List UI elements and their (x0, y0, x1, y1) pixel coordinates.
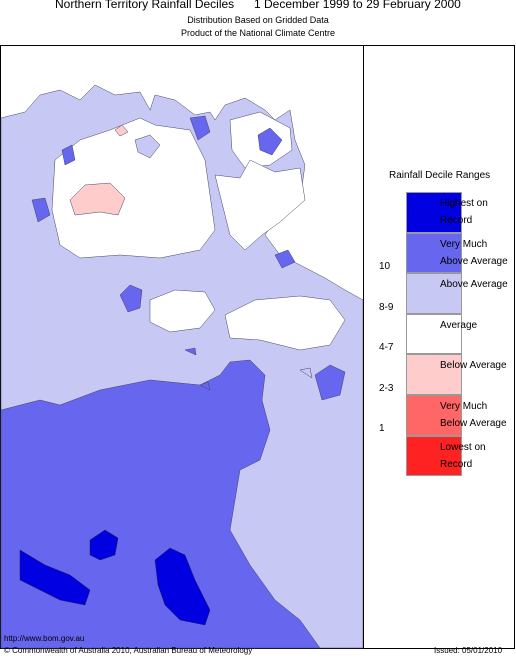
legend-range: 1 (379, 423, 385, 435)
legend-range: 10 (379, 260, 391, 272)
legend-title: Rainfall Decile Ranges (389, 170, 491, 181)
legend-swatch (406, 192, 462, 233)
subtitle: Distribution Based on Gridded Data (187, 15, 329, 25)
region-average (214, 159, 306, 251)
legend-swatch (406, 232, 462, 274)
legend-label: Average (440, 319, 478, 331)
region-average (149, 289, 216, 333)
legend-range: 4-7 (379, 342, 394, 354)
region-highest-on-record (19, 529, 211, 626)
legend-swatch (406, 313, 462, 355)
region-very-much-above-average (31, 115, 346, 401)
issued: Issued: 05/01/2010 (434, 646, 503, 655)
title: Northern Territory Rainfall Deciles (55, 0, 235, 11)
region-below-average (69, 182, 126, 216)
legend-swatch (406, 273, 462, 314)
region-very-much-above-average (0, 359, 321, 649)
legend-label: Above Average (440, 279, 508, 291)
region-above-average (134, 134, 313, 379)
region-below-average (114, 124, 129, 137)
legend-label: Highest on Record (440, 198, 488, 226)
legend-label: Below Average (440, 360, 507, 372)
copyright: © Commonwealth of Australia 2010, Austra… (4, 646, 253, 655)
legend-range: 2-3 (379, 382, 394, 394)
legend-label: Lowest on Record (440, 441, 486, 470)
legend-range: 8-9 (379, 301, 394, 313)
legend-label: Very Much Below Average (440, 401, 507, 429)
url: http://www.bom.gov.au (4, 634, 85, 643)
period: 1 December 1999 to 29 February 2000 (254, 0, 461, 11)
region-average (51, 117, 216, 259)
legend-swatch (406, 395, 462, 436)
legend-swatch (406, 354, 462, 395)
legend-swatch (406, 435, 462, 477)
subtitle: Product of the National Climate Centre (180, 28, 336, 38)
legend-label: Very Much Above Average (440, 238, 508, 267)
region-average (224, 295, 346, 351)
